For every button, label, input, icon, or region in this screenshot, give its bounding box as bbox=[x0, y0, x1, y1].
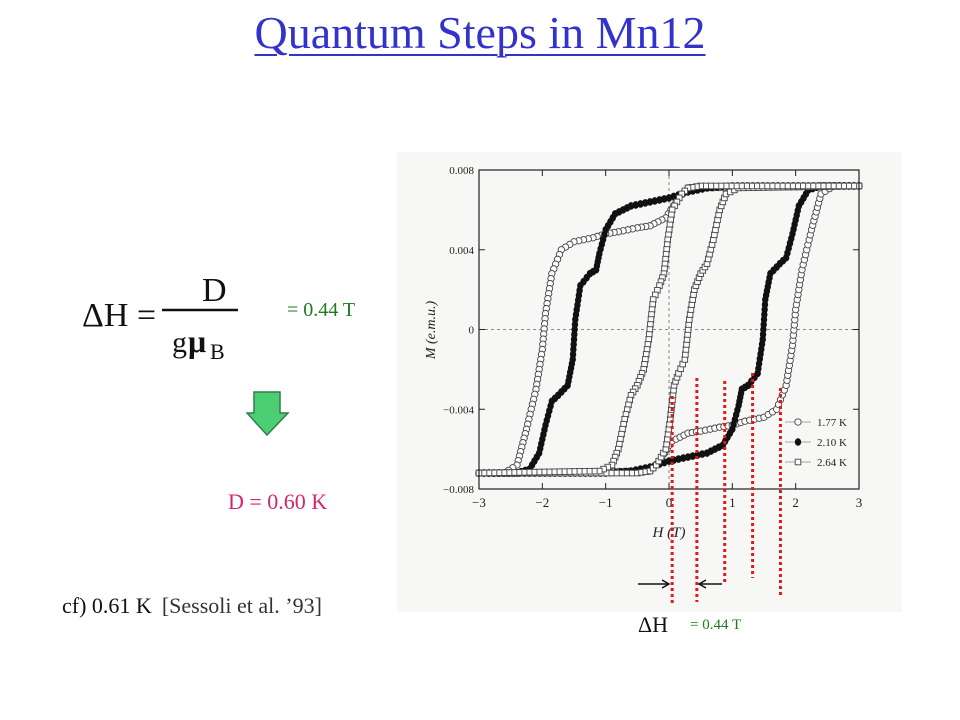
chart-ticks: −3 −2 −1 0 1 2 3 −0.008 −0.004 0 0.004 0.008 bbox=[443, 165, 862, 510]
hysteresis-chart: −3 −2 −1 0 1 2 3 −0.008 −0.004 0 0.004 0.008 M (e.m… bbox=[397, 152, 902, 612]
data-point-2-10k bbox=[675, 455, 682, 463]
data-point-2-10k bbox=[680, 454, 687, 462]
y-axis-label: M (e.m.u.) bbox=[424, 301, 439, 361]
formula-numerator: D bbox=[202, 272, 227, 309]
data-point-2-10k bbox=[646, 198, 654, 206]
x-tick-label: −2 bbox=[535, 495, 549, 510]
delta-h-value: = 0.44 T bbox=[287, 299, 356, 321]
x-axis-label: H (T) bbox=[652, 525, 686, 541]
y-tick-label: −0.008 bbox=[443, 484, 474, 496]
cf-text: cf) 0.61 K bbox=[62, 593, 152, 618]
x-tick-label: 3 bbox=[856, 495, 863, 510]
data-point-2-10k bbox=[665, 457, 673, 465]
step-lines bbox=[670, 373, 782, 606]
data-point-2-10k bbox=[665, 194, 673, 202]
slide-title: Quantum Steps in Mn12 bbox=[254, 7, 706, 58]
x-tick-label: 0 bbox=[666, 495, 673, 510]
cf-reference: [Sessoli et al. ’93] bbox=[161, 593, 322, 618]
x-tick-label: 2 bbox=[792, 495, 799, 510]
left-arrow-icon bbox=[697, 579, 707, 589]
y-tick-label: 0.008 bbox=[449, 165, 474, 177]
cf-note: cf) 0.61 K [Sessoli et al. ’93] bbox=[62, 593, 322, 619]
right-arrow-icon bbox=[661, 579, 671, 589]
legend-label: 2.10 K bbox=[817, 437, 847, 449]
bottom-delta-h-value: = 0.44 T bbox=[690, 617, 742, 633]
data-point-2-10k bbox=[632, 201, 639, 209]
x-tick-label: 1 bbox=[729, 495, 736, 510]
data-point-2-10k bbox=[794, 438, 802, 446]
chart-legend: 1.77 K 2.10 K 2.64 K bbox=[785, 417, 847, 469]
legend-label: 1.77 K bbox=[817, 417, 847, 429]
legend-label: 2.64 K bbox=[817, 457, 847, 469]
data-point-1-77k bbox=[794, 418, 802, 426]
data-point-2-64k bbox=[794, 458, 802, 466]
delta-h-arrows bbox=[638, 579, 722, 589]
formula-denominator-sub: B bbox=[210, 339, 225, 364]
y-tick-label: 0.004 bbox=[449, 245, 474, 257]
data-point-2-10k bbox=[661, 195, 668, 203]
x-tick-label: −3 bbox=[472, 495, 486, 510]
down-arrow-icon bbox=[246, 391, 290, 437]
formula-denominator-g: g bbox=[172, 326, 187, 359]
formula: ΔH = D g μ B bbox=[82, 272, 238, 364]
x-tick-label: −1 bbox=[599, 495, 613, 510]
formula-denominator-mu: μ bbox=[188, 323, 206, 359]
data-point-2-10k bbox=[656, 196, 663, 204]
data-point-2-10k bbox=[684, 453, 692, 461]
data-point-2-10k bbox=[699, 450, 706, 458]
data-point-2-10k bbox=[637, 200, 644, 208]
data-point-2-10k bbox=[689, 452, 696, 460]
d-value: D = 0.60 K bbox=[228, 489, 328, 514]
bottom-delta-h-label: ΔH bbox=[638, 612, 669, 637]
y-tick-label: 0 bbox=[469, 325, 475, 337]
chart-paper bbox=[397, 152, 902, 612]
data-point-2-10k bbox=[642, 199, 649, 207]
chart-points bbox=[475, 182, 863, 477]
formula-lhs: ΔH = bbox=[82, 297, 156, 334]
y-tick-label: −0.004 bbox=[443, 404, 474, 416]
data-point-2-10k bbox=[651, 197, 658, 205]
